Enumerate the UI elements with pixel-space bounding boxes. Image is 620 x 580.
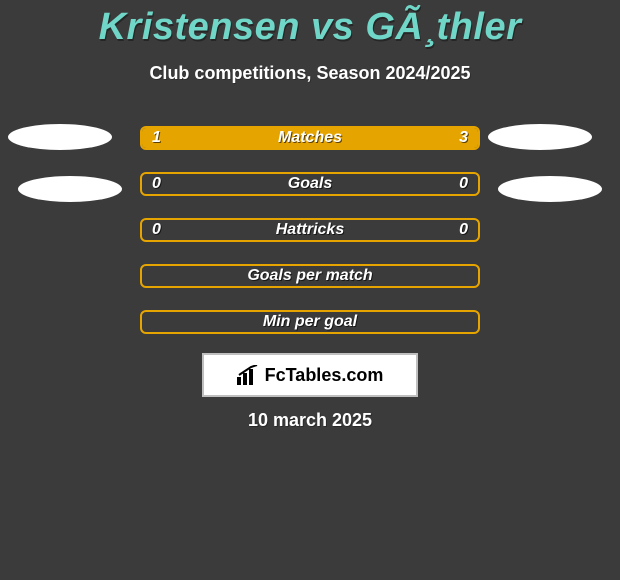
stat-row: Goals per match [140,264,480,288]
stats-rows: 13Matches 00Goals 00Hattricks Goals per mat… [140,126,480,356]
branding-box: FcTables.com [202,353,418,397]
stat-row: 13Matches [140,126,480,150]
stat-row: 00Hattricks [140,218,480,242]
stat-row: 00Goals [140,172,480,196]
player-right-photo-2 [498,176,602,202]
stat-label: Hattricks [142,220,478,240]
subtitle: Club competitions, Season 2024/2025 [0,63,620,84]
date-label: 10 march 2025 [0,410,620,431]
player-left-photo-2 [18,176,122,202]
player-right-photo-1 [488,124,592,150]
stat-label: Min per goal [142,312,478,332]
branding-text: FcTables.com [265,365,384,386]
stat-label: Goals [142,174,478,194]
stats-comparison-card: Kristensen vs GÃ¸thler Club competitions… [0,0,620,580]
page-title: Kristensen vs GÃ¸thler [0,0,620,49]
bars-icon [237,365,259,385]
player-left-photo-1 [8,124,112,150]
stat-row: Min per goal [140,310,480,334]
stat-label: Matches [142,128,478,148]
stat-label: Goals per match [142,266,478,286]
